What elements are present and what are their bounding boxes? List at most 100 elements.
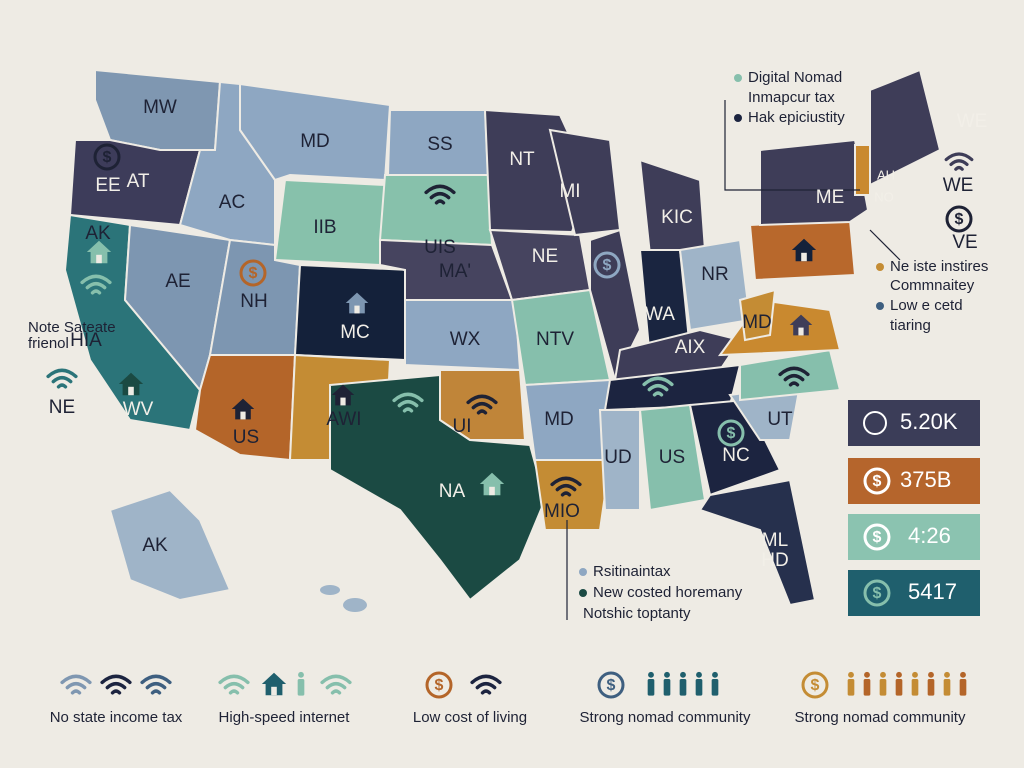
person-icon: [863, 671, 871, 696]
state: [688, 398, 782, 497]
legend-label: Strong nomad community: [580, 709, 751, 726]
legend-dot: [876, 263, 884, 271]
person-icon: [895, 671, 903, 696]
stat-value: 4:26: [908, 523, 951, 548]
state: [698, 478, 817, 607]
us-map: [63, 68, 942, 612]
legend-label: Inmapcur tax: [748, 89, 835, 106]
house-icon: [261, 672, 287, 696]
state-label: AIX: [675, 337, 706, 358]
stat-box: [848, 458, 980, 504]
person-icon: [679, 671, 687, 696]
state-label: IIB: [313, 217, 336, 238]
dollar-icon: [425, 671, 453, 699]
legend-label: Strong nomad community: [795, 709, 966, 726]
state: [759, 138, 870, 227]
legend-label: Commnaitey: [890, 277, 975, 294]
stat-box: [848, 570, 980, 616]
annotation: Note Sateate: [28, 319, 116, 336]
person-icon: [711, 671, 719, 696]
state-labels: MW MD SS NT WE AT EE AC IIB UIS MI KIC ME WE VE AE NH MA'…: [49, 97, 988, 571]
stat-value: 5.20K: [900, 409, 958, 434]
state-label: NE: [49, 397, 75, 418]
island: [343, 598, 367, 612]
wifi-icon: [60, 674, 92, 695]
state-label: US: [233, 427, 259, 448]
state-label: AWI: [326, 409, 361, 430]
legend-dot: [734, 74, 742, 82]
state-label: KIC: [661, 207, 693, 228]
legend-label: Notshic toptanty: [583, 605, 691, 622]
legend-label: Low cost of living: [413, 709, 527, 726]
state-label: MW: [143, 97, 177, 118]
state-label: AK: [85, 223, 111, 244]
leaders: [566, 100, 901, 620]
state-label: ML: [762, 530, 788, 551]
state-label: MA': [439, 261, 471, 282]
dollar-icon: [801, 671, 829, 699]
state-label: WE: [957, 111, 988, 132]
state-label: US: [659, 447, 685, 468]
legend-label: Low e cetd: [890, 297, 963, 314]
state-label: VE: [952, 232, 977, 253]
legend-label: Ne iste instires: [890, 258, 988, 275]
dollar-icon: [597, 671, 625, 699]
stat-boxes: 5.20K 375B 4:26 5417: [848, 400, 980, 616]
state-label: UD: [604, 447, 631, 468]
state: [638, 403, 707, 512]
wifi-icon: [320, 674, 352, 695]
state-label: SS: [427, 134, 452, 155]
person-icon: [879, 671, 887, 696]
state-label: NE: [532, 246, 558, 267]
state-label: AC: [219, 192, 245, 213]
legend-right: Ne iste instires Commnaitey Low e cetd t…: [876, 258, 988, 334]
state: [854, 144, 871, 196]
state-label: WA: [645, 304, 675, 325]
state-label: NR: [701, 264, 728, 285]
state-label: AT: [127, 171, 150, 192]
state-label: HIA: [70, 330, 102, 351]
wifi-icon: [944, 152, 974, 171]
legend-label: Digital Nomad: [748, 69, 842, 86]
wifi-icon: [470, 674, 502, 695]
legend-dot: [734, 114, 742, 122]
person-icon: [663, 671, 671, 696]
state-label: AH: [877, 167, 895, 182]
legend-label: New costed horemany: [593, 584, 743, 601]
state-label: NC: [722, 445, 749, 466]
stat-value: 375B: [900, 467, 951, 492]
stat-box: [848, 514, 980, 560]
state-label: EE: [95, 175, 120, 196]
legend-mid: Rsitinaintax New costed horemany Notshic…: [579, 563, 743, 622]
person-icon: [927, 671, 935, 696]
state-label: MD: [544, 409, 574, 430]
state-label: MI: [559, 181, 580, 202]
state-label: MD: [742, 312, 772, 333]
state-label: WV: [123, 399, 154, 420]
state: [598, 409, 641, 511]
legend-label: Rsitinaintax: [593, 563, 671, 580]
legend-label: tiaring: [890, 317, 931, 334]
dollar-icon: [945, 205, 973, 233]
person-icon: [943, 671, 951, 696]
state-label: AE: [165, 271, 190, 292]
wifi-icon: [140, 674, 172, 695]
state-label: MD: [300, 131, 330, 152]
state: [738, 288, 777, 342]
state-label: ME: [816, 187, 845, 208]
state-label: UT: [767, 409, 793, 430]
legend-dot: [876, 302, 884, 310]
bottom-legend: No state income tax High-speed internet …: [50, 671, 967, 726]
state-label: AK: [142, 535, 168, 556]
legend-label: No state income tax: [50, 709, 183, 726]
legend-dot: [579, 589, 587, 597]
state-label: WX: [450, 329, 481, 350]
legend-label: High-speed internet: [219, 709, 351, 726]
state-label: NTV: [536, 329, 574, 350]
state-label: WE: [943, 175, 974, 196]
stat-box: [848, 400, 980, 446]
state-label: UI: [453, 416, 472, 437]
legend-dot: [579, 568, 587, 576]
state-label: UIS: [424, 237, 456, 258]
